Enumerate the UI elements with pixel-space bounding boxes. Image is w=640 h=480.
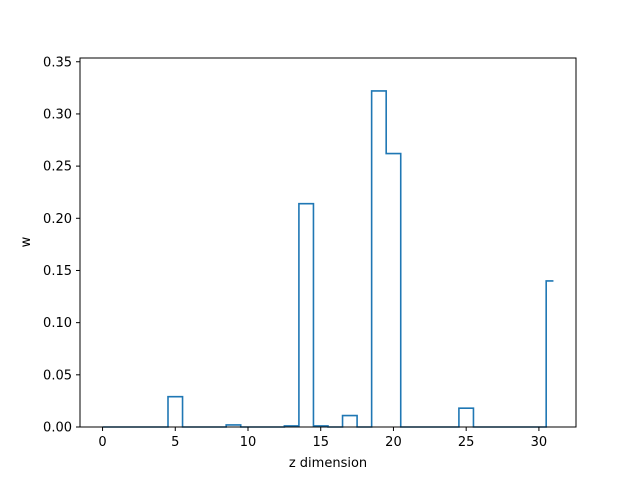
axes-frame	[79, 57, 577, 428]
y-tick-label: 0.15	[43, 264, 72, 279]
x-axis-label: z dimension	[289, 456, 367, 471]
x-tick-label: 15	[312, 435, 329, 450]
y-tick-label: 0.25	[43, 160, 72, 175]
y-tick-label: 0.35	[43, 55, 72, 70]
y-tick-label: 0.20	[43, 212, 72, 227]
y-tick-label: 0.10	[43, 316, 72, 331]
x-tick-label: 25	[458, 435, 475, 450]
x-tick-label: 10	[240, 435, 257, 450]
y-axis-label: w	[19, 236, 34, 247]
y-tick-label: 0.05	[43, 368, 72, 383]
x-tick-label: 30	[531, 435, 548, 450]
y-tick-label: 0.30	[43, 107, 72, 122]
axis-ticks: 0 5 10 15 20 25 30 0.00 0.05 0.10 0.15 0.20 0.25 0.30…	[43, 55, 547, 450]
x-tick-label: 20	[385, 435, 402, 450]
x-tick-label: 5	[171, 435, 179, 450]
y-tick-label: 0.00	[43, 421, 72, 436]
x-tick-label: 0	[98, 435, 106, 450]
